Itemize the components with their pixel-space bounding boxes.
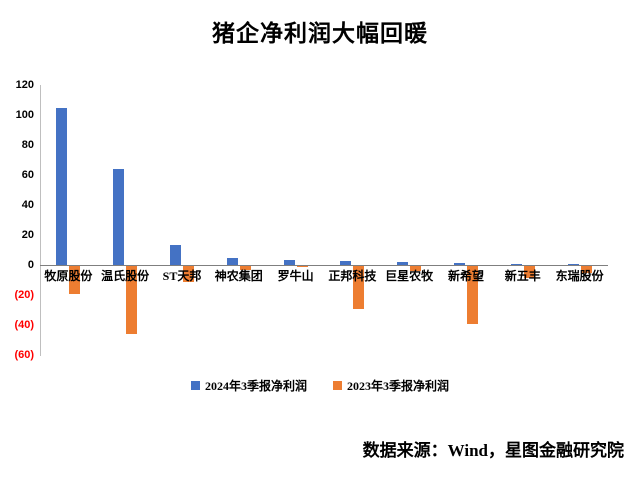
bar [580, 266, 592, 273]
bar [397, 261, 409, 265]
legend-swatch [333, 381, 342, 390]
y-tick-label: 100 [15, 109, 34, 121]
bar [567, 264, 579, 265]
bar [69, 266, 81, 294]
bar [283, 259, 295, 265]
y-tick-label: 60 [21, 169, 34, 181]
bar [510, 264, 522, 265]
legend-item: 2024年3季报净利润 [190, 377, 307, 394]
bar [239, 266, 251, 271]
bar [454, 262, 465, 265]
x-category-label: 牧原股份 [44, 269, 93, 283]
y-tick-label: 0 [27, 259, 34, 271]
legend: 2024年3季报净利润 2023年3季报净利润 [0, 377, 640, 394]
bar [410, 266, 422, 271]
x-category-label: 新希望 [447, 269, 484, 283]
x-category-label: 正邦科技 [328, 269, 377, 283]
legend-label: 2024年3季报净利润 [204, 379, 307, 393]
bar [170, 245, 181, 265]
x-category-label: 神农集团 [214, 269, 263, 283]
bar [56, 107, 68, 265]
x-category-label: 罗牛山 [277, 269, 314, 283]
bar [183, 266, 194, 282]
bar [296, 266, 308, 267]
bar [467, 266, 478, 324]
source-note: 数据来源：Wind，星图金融研究院 [362, 441, 624, 460]
bar [113, 168, 125, 265]
legend-label: 2023年3季报净利润 [347, 379, 450, 393]
x-category-label: 东瑞股份 [555, 269, 604, 283]
bar [340, 260, 352, 265]
bar [126, 266, 138, 334]
legend-item: 2023年3季报净利润 [333, 377, 449, 394]
y-tick-label: 80 [21, 139, 34, 151]
bar [226, 257, 238, 265]
x-category-label: 新五丰 [504, 269, 541, 283]
x-category-label: 温氏股份 [101, 269, 150, 283]
bar [353, 266, 365, 310]
y-tick-label: (20) [14, 289, 34, 301]
y-tick-label: 20 [21, 229, 34, 241]
x-category-label: 巨星农牧 [385, 269, 434, 283]
y-tick-label: (40) [14, 319, 34, 331]
bar [523, 266, 535, 278]
chart-title: 猪企净利润大幅回暖 [212, 21, 428, 46]
legend-swatch [190, 381, 200, 390]
x-category-label: ST天邦 [162, 269, 202, 283]
y-axis-line [40, 85, 41, 356]
y-tick-label: 40 [21, 199, 34, 211]
y-tick-label: 120 [15, 79, 34, 91]
x-axis-zero-line [40, 265, 608, 266]
y-tick-label: (60) [14, 349, 34, 361]
